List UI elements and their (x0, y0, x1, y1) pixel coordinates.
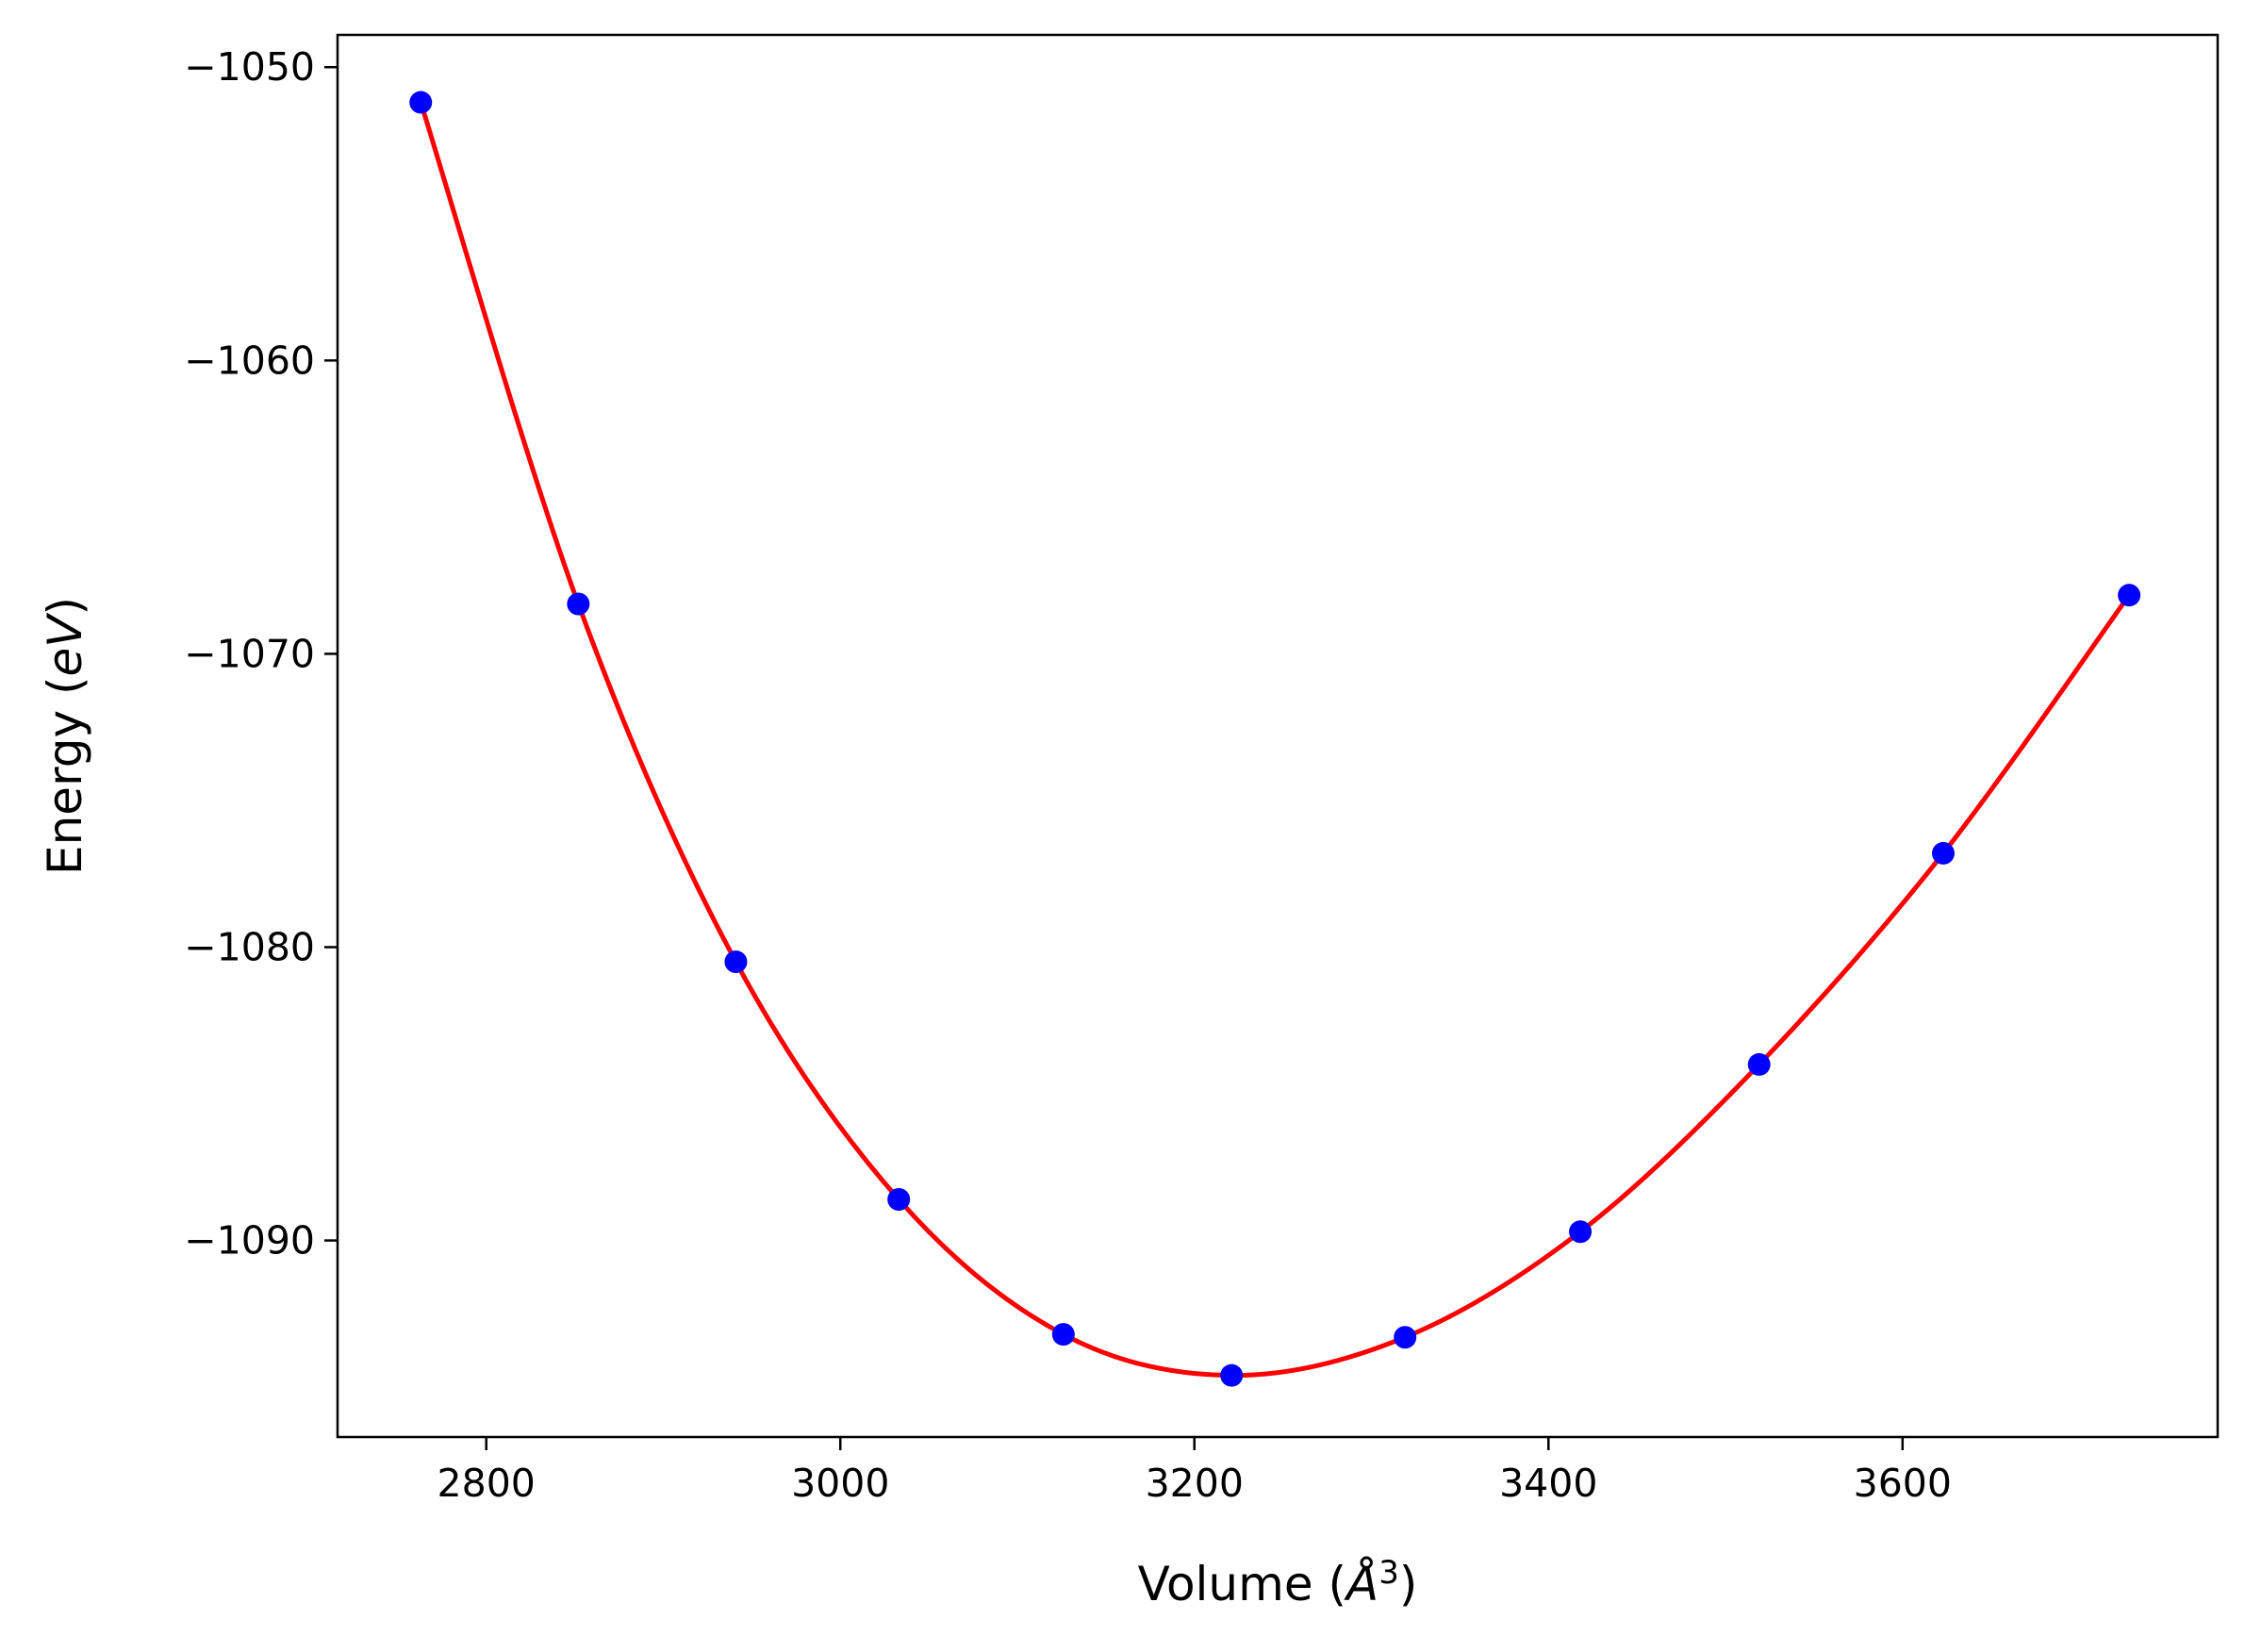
x-tick-label: 3000 (791, 1461, 889, 1506)
data-point (1394, 1326, 1417, 1349)
series-layer (409, 91, 2141, 1387)
x-axis-title: Volume (Å3) (1138, 1554, 1418, 1611)
data-point (887, 1188, 911, 1212)
data-point (1220, 1363, 1244, 1387)
data-point (1931, 841, 1955, 865)
y-tick-label: −1070 (184, 631, 315, 676)
data-point (1569, 1220, 1593, 1244)
x-tick-label: 2800 (437, 1461, 536, 1506)
y-tick-label: −1090 (184, 1218, 315, 1264)
data-point (724, 950, 748, 974)
data-point (2118, 584, 2141, 607)
y-axis-title: Energy (eV) (38, 597, 92, 875)
y-tick-label: −1080 (184, 924, 315, 969)
data-point (1747, 1052, 1771, 1076)
data-point (409, 91, 433, 114)
data-point (567, 592, 590, 616)
x-axis: 2800 3000 3200 3400 3600 (437, 1437, 1952, 1506)
x-tick-label: 3400 (1499, 1461, 1597, 1506)
fit-line (418, 100, 2132, 1379)
plot-frame (336, 33, 2220, 1439)
y-axis: −1050 −1060 −1070 −1080 −1090 (184, 44, 338, 1264)
data-point (1051, 1323, 1075, 1346)
y-tick-label: −1050 (184, 44, 315, 90)
x-tick-label: 3200 (1146, 1461, 1244, 1506)
x-tick-label: 3600 (1854, 1461, 1952, 1506)
y-tick-label: −1060 (184, 338, 315, 383)
